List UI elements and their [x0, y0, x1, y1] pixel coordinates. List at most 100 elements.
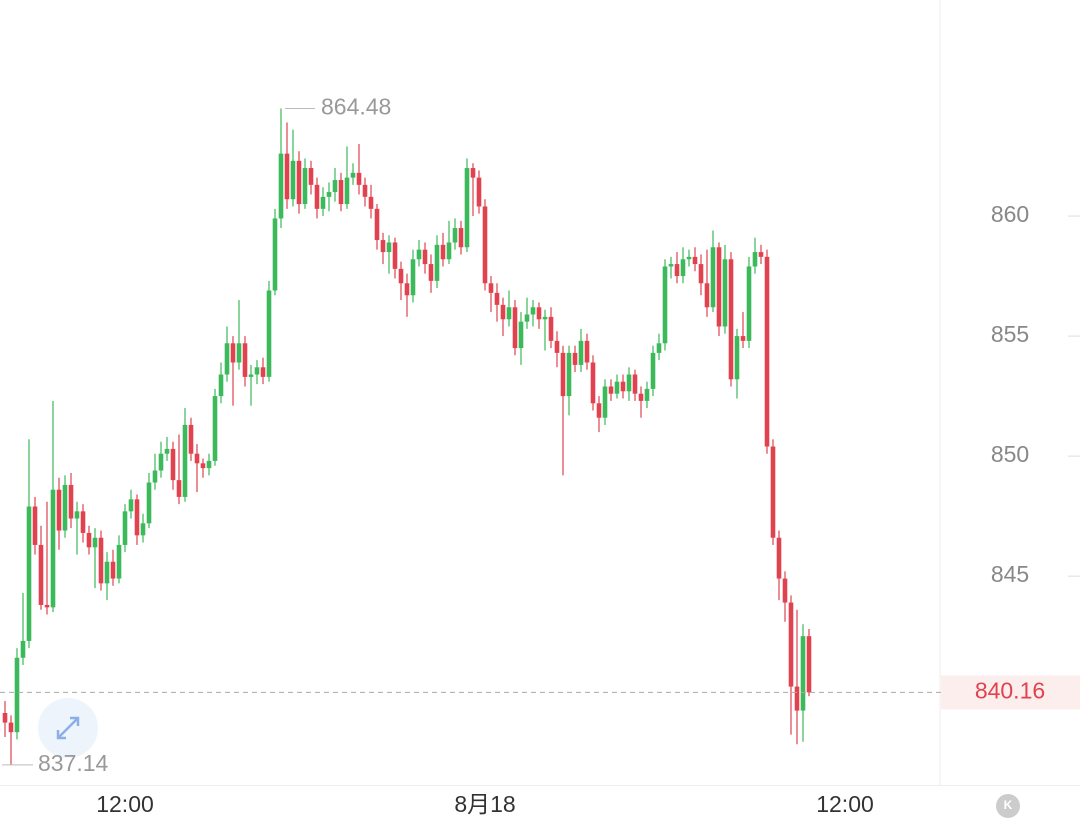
candle-body: [182, 424, 188, 497]
candle-body: [566, 352, 572, 397]
candle-body: [314, 184, 320, 209]
candle-body: [416, 249, 422, 260]
candle-body: [362, 184, 368, 197]
candle-body: [290, 160, 296, 200]
candle-body: [146, 482, 152, 524]
x-tick-label: 12:00: [96, 791, 154, 817]
candle-body: [338, 180, 344, 205]
candle-body: [728, 259, 734, 380]
candle-body: [518, 321, 524, 349]
candle-body: [38, 544, 44, 605]
candle-body: [476, 177, 482, 207]
candle-body: [254, 367, 260, 375]
candle-body: [494, 292, 500, 305]
expand-icon[interactable]: [56, 716, 80, 740]
candle-body: [800, 636, 806, 711]
candle-body: [350, 172, 356, 178]
candle-body: [668, 264, 674, 267]
candle-body: [122, 511, 128, 545]
candle-body: [554, 340, 560, 353]
k-button-bg: [996, 794, 1020, 818]
candle-body: [230, 343, 236, 363]
candle-body: [8, 722, 14, 733]
candle-body: [656, 343, 662, 353]
max-label: 864.48: [321, 94, 391, 120]
candle-body: [176, 480, 182, 497]
candle-body: [572, 352, 578, 365]
candle-body: [776, 537, 782, 579]
candle-body: [632, 374, 638, 394]
candle-body: [596, 403, 602, 418]
candle-body: [158, 453, 164, 471]
candle-body: [446, 242, 452, 260]
candle-body: [410, 259, 416, 296]
candle-body: [740, 336, 746, 341]
candle-body: [14, 657, 20, 733]
candle-body: [140, 523, 146, 536]
y-tick-label: 860: [991, 201, 1029, 227]
candle-body: [770, 446, 776, 538]
candle-body: [644, 388, 650, 401]
last-price-box: [941, 675, 1080, 710]
candle-body: [710, 247, 716, 308]
candle-body: [104, 561, 110, 584]
candle-body: [560, 352, 566, 397]
candle-body: [500, 304, 506, 320]
candle-body: [2, 712, 8, 723]
candle-body: [704, 283, 710, 308]
candle-body: [686, 256, 692, 260]
candle-body: [626, 374, 632, 392]
candle-body: [620, 381, 626, 392]
candle-body: [44, 604, 50, 608]
candle-body: [332, 180, 338, 193]
candle-body: [638, 393, 644, 401]
candle-body: [320, 196, 326, 209]
candle-body: [134, 499, 140, 536]
candle-body: [794, 686, 800, 711]
candle-body: [248, 374, 254, 377]
candle-body: [92, 537, 98, 548]
candle-body: [74, 511, 80, 519]
k-button-label: K: [1004, 798, 1013, 812]
candle-body: [536, 307, 542, 320]
candle-body: [302, 168, 308, 205]
candle-body: [692, 256, 698, 265]
candle-body: [368, 196, 374, 209]
candle-body: [428, 264, 434, 281]
candle-body: [398, 268, 404, 284]
candle-body: [716, 247, 722, 327]
y-tick-label: 845: [991, 561, 1029, 587]
candle-body: [224, 343, 230, 375]
candle-body: [356, 172, 362, 185]
last-price-label: 840.16: [975, 677, 1045, 703]
candle-body: [806, 636, 812, 693]
candle-body: [752, 252, 758, 267]
candle-body: [440, 244, 446, 260]
candle-body: [458, 228, 464, 248]
min-label: 837.14: [38, 750, 109, 776]
candle-body: [260, 367, 266, 377]
candle-body: [524, 314, 530, 322]
y-tick-label: 855: [991, 321, 1029, 347]
k-button[interactable]: K: [996, 794, 1020, 818]
candle-body: [404, 283, 410, 296]
candle-body: [530, 307, 536, 315]
candle-body: [170, 448, 176, 481]
candle-body: [152, 470, 158, 483]
candle-body: [188, 424, 194, 454]
candle-body: [206, 460, 212, 469]
expand-button[interactable]: [38, 698, 98, 758]
candle-body: [86, 532, 92, 548]
candle-body: [278, 153, 284, 219]
candle-body: [548, 316, 554, 341]
candle-body: [20, 640, 26, 658]
candle-body: [212, 396, 218, 461]
candle-body: [32, 506, 38, 545]
x-tick-label: 12:00: [816, 791, 874, 817]
candle-body: [722, 259, 728, 327]
candle-body: [506, 307, 512, 320]
candle-body: [344, 177, 350, 205]
candle-body: [296, 160, 302, 205]
